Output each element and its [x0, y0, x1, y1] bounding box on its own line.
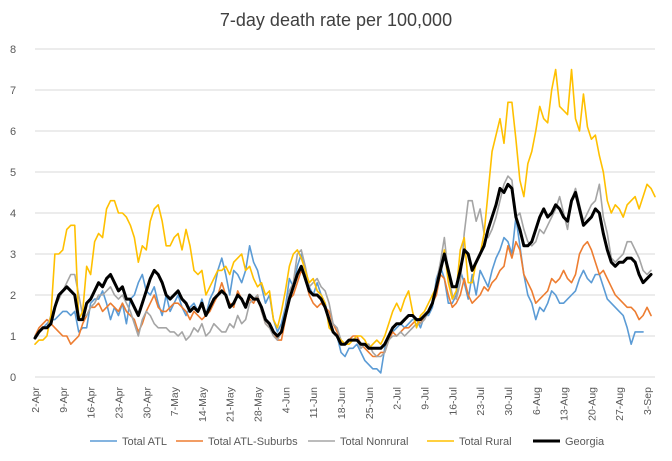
- x-tick-label: 25-Jun: [364, 387, 376, 419]
- x-tick-label: 11-Jun: [308, 387, 320, 418]
- x-axis-ticks: 2-Apr 9-Apr 16-Apr 23-Apr 30-Apr 7-May 14-May 2…: [30, 386, 672, 422]
- x-tick-label: 30-Apr: [141, 386, 153, 418]
- x-tick-label: 20-Aug: [586, 387, 598, 421]
- series-lines: [33, 68, 656, 374]
- x-tick-label: 2-Apr: [30, 387, 42, 413]
- x-tick-label: 27-Aug: [614, 387, 626, 421]
- x-tick-label: 9-Jul: [419, 387, 431, 410]
- x-tick-label: 6-Aug: [531, 387, 543, 415]
- series-line-total-nonrural: [34, 175, 652, 358]
- x-tick-label: 4-Jun: [280, 387, 292, 413]
- legend: Total ATL Total ATL-Suburbs Total Nonrural…: [90, 436, 605, 448]
- legend-label: Total ATL-Suburbs: [208, 436, 298, 448]
- series-line-georgia: [33, 182, 653, 350]
- legend-label: Total Rural: [459, 436, 512, 448]
- x-tick-label: 2-Jul: [392, 387, 404, 410]
- y-tick-label: 1: [10, 331, 16, 343]
- y-tick-label: 0: [10, 372, 16, 384]
- x-tick-label: 16-Jul: [447, 387, 459, 416]
- series-line-total-atl: [34, 216, 644, 374]
- legend-label: Georgia: [565, 436, 605, 448]
- chart-title: 7-day death rate per 100,000: [220, 10, 452, 30]
- x-tick-label: 21-May: [225, 386, 237, 422]
- x-tick-label: 28-May: [253, 386, 265, 422]
- y-axis-ticks: 0 1 2 3 4 5 6 7 8: [10, 44, 16, 384]
- y-tick-label: 2: [10, 290, 16, 302]
- x-tick-label: 16-Apr: [86, 386, 98, 418]
- y-tick-label: 5: [10, 167, 16, 179]
- x-tick-label: 7-May: [169, 386, 181, 416]
- x-tick-label: 30-Jul: [503, 387, 515, 416]
- y-tick-label: 7: [10, 85, 16, 97]
- y-tick-label: 4: [10, 208, 16, 220]
- legend-label: Total ATL: [122, 436, 167, 448]
- y-tick-label: 3: [10, 249, 16, 261]
- x-tick-label: 13-Aug: [559, 387, 571, 421]
- x-tick-label: 23-Jul: [475, 387, 487, 416]
- y-tick-label: 8: [10, 44, 16, 56]
- x-tick-label: 10-Sep: [670, 387, 672, 421]
- x-tick-label: 9-Apr: [58, 387, 70, 413]
- legend-label: Total Nonrural: [340, 436, 408, 448]
- x-tick-label: 23-Apr: [113, 386, 125, 418]
- x-tick-label: 18-Jun: [336, 387, 348, 419]
- y-tick-label: 6: [10, 126, 16, 138]
- x-tick-label: 3-Sep: [642, 387, 654, 415]
- x-tick-label: 14-May: [197, 386, 209, 422]
